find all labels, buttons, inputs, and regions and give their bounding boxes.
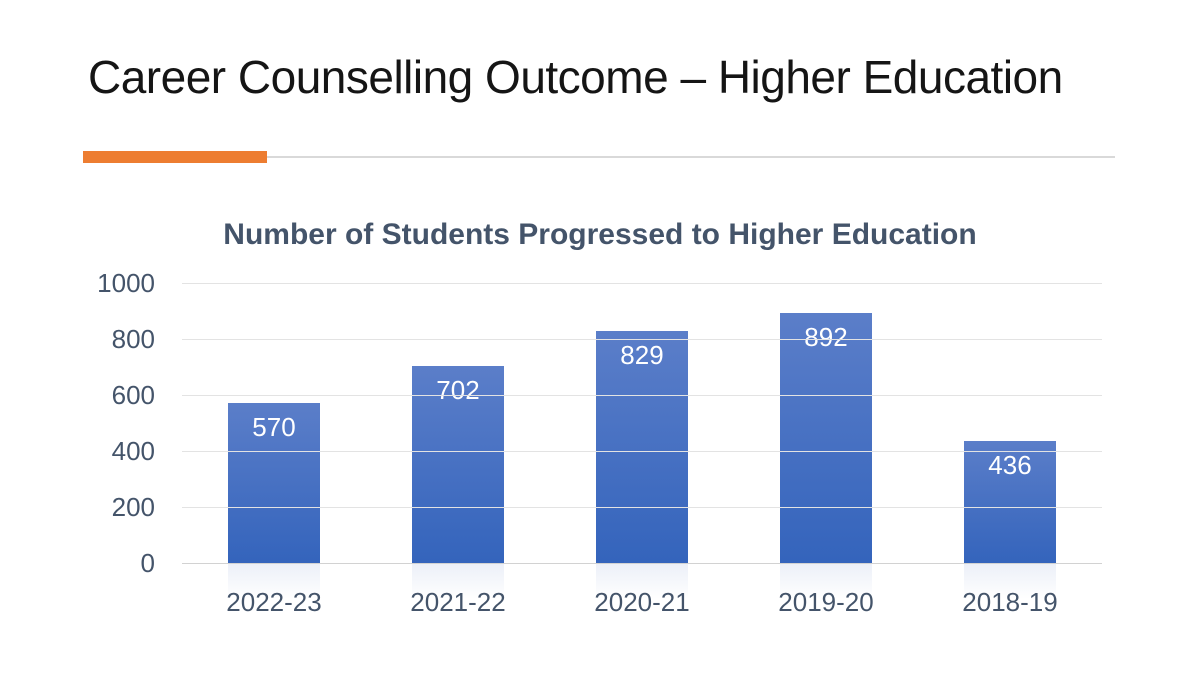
x-tick-label: 2019-20	[778, 587, 874, 617]
bar-2022-23[interactable]: 570	[228, 403, 320, 599]
y-tick-label: 400	[111, 436, 155, 466]
y-tick-label: 600	[111, 380, 155, 410]
gridline	[182, 395, 1102, 396]
bar-slot: 436	[918, 283, 1102, 600]
gridline	[182, 339, 1102, 340]
bar-slot: 702	[366, 283, 550, 599]
y-tick-label: 1000	[97, 268, 155, 298]
bar-data-label: 436	[988, 449, 1032, 480]
x-tick-label: 2020-21	[594, 587, 690, 617]
gridline	[182, 283, 1102, 284]
bar-slot: 829	[550, 283, 734, 600]
x-tick-label: 2022-23	[226, 587, 322, 617]
bar-2018-19[interactable]: 436	[964, 440, 1056, 600]
bar-2021-22[interactable]: 702	[412, 366, 504, 599]
y-tick-label: 800	[111, 324, 155, 354]
bar-data-label: 892	[804, 322, 848, 353]
bar-slot: 892	[734, 283, 918, 599]
bar-data-label: 570	[252, 412, 296, 443]
divider-accent-bar	[83, 151, 267, 163]
bar-2020-21[interactable]: 829	[596, 330, 688, 600]
x-axis-line	[182, 563, 1102, 564]
gridline	[182, 507, 1102, 508]
plot-area: 570 702 829 892 436	[182, 283, 1102, 600]
y-tick-label: 200	[111, 492, 155, 522]
bar-2019-20[interactable]: 892	[780, 313, 872, 599]
gridline	[182, 451, 1102, 452]
y-tick-label: 0	[140, 548, 155, 578]
bars-container: 570 702 829 892 436	[182, 283, 1102, 600]
x-tick-label: 2021-22	[410, 587, 506, 617]
x-tick-label: 2018-19	[962, 587, 1058, 617]
x-axis-labels: 2022-23 2021-22 2020-21 2019-20 2018-19	[182, 587, 1102, 617]
slide-title: Career Counselling Outcome – Higher Educ…	[88, 51, 1063, 103]
bar-data-label: 702	[436, 375, 480, 406]
bar-slot: 570	[182, 283, 366, 599]
divider-line	[267, 156, 1115, 158]
chart-title: Number of Students Progressed to Higher …	[223, 218, 977, 251]
bar-data-label: 829	[620, 339, 664, 370]
y-axis-labels: 0 200 400 600 800 1000	[0, 269, 155, 577]
